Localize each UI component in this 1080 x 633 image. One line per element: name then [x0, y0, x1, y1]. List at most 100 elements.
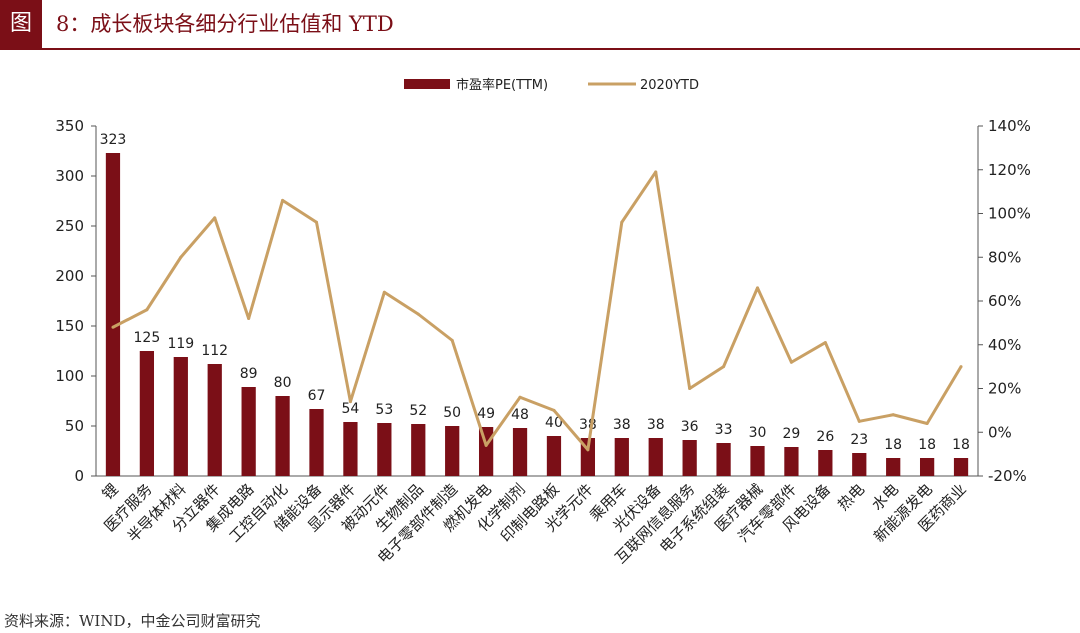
ytd-point: [823, 341, 827, 345]
bar-value-label: 38: [613, 417, 631, 433]
bar-value-label: 36: [681, 419, 699, 435]
bar-value-label: 33: [715, 422, 733, 438]
legend-swatch-bar: [404, 79, 450, 89]
ytd-point: [348, 400, 352, 404]
bar: [784, 447, 799, 476]
left-tick-label: 200: [55, 267, 84, 285]
ytd-point: [416, 312, 420, 316]
ytd-point: [586, 448, 590, 452]
ytd-point: [925, 422, 929, 425]
ytd-point: [179, 255, 183, 259]
ytd-point: [315, 220, 318, 224]
bar: [445, 426, 460, 476]
bar-value-label: 54: [342, 401, 360, 417]
ytd-point: [688, 387, 692, 390]
bar: [377, 423, 392, 476]
right-tick-label: 40%: [988, 336, 1021, 354]
right-tick-label: 60%: [988, 292, 1021, 310]
ytd-point: [382, 290, 386, 294]
bar: [852, 453, 867, 476]
bar: [173, 357, 188, 476]
bar-value-label: 80: [274, 375, 292, 391]
bar-value-label: 26: [816, 429, 834, 445]
right-tick-label: 120%: [988, 161, 1031, 179]
ytd-point: [484, 443, 488, 447]
bar: [512, 428, 528, 476]
ytd-point: [722, 365, 726, 369]
title-rule: [0, 48, 1080, 50]
ytd-point: [654, 170, 658, 174]
bar: [343, 422, 358, 476]
bar: [241, 387, 256, 476]
ytd-point: [518, 395, 522, 399]
bar: [953, 458, 969, 476]
ytd-point: [857, 419, 861, 423]
ytd-point: [247, 317, 251, 320]
bar-value-label: 23: [850, 432, 868, 448]
bar-value-label: 112: [201, 343, 228, 359]
right-tick-label: 140%: [988, 117, 1031, 135]
left-tick-label: 100: [55, 367, 84, 385]
ytd-point: [959, 365, 963, 369]
ytd-point: [145, 308, 149, 312]
bar-value-label: 29: [783, 426, 801, 442]
chart-title: 8：成长板块各细分行业估值和 YTD: [56, 12, 394, 36]
ytd-point: [111, 325, 115, 329]
bar: [546, 436, 562, 476]
left-tick-label: 300: [55, 167, 84, 185]
right-tick-label: 80%: [988, 248, 1021, 266]
bar-value-label: 18: [884, 437, 902, 453]
right-tick-label: -20%: [988, 467, 1027, 485]
category-label: 锂: [98, 480, 121, 503]
bar-value-label: 40: [545, 415, 563, 431]
ytd-point: [891, 413, 895, 417]
right-tick-label: 20%: [988, 380, 1021, 398]
bar-value-label: 125: [134, 330, 161, 346]
bar: [919, 458, 935, 476]
legend-label-ytd: 2020YTD: [640, 78, 699, 93]
ytd-point: [789, 360, 793, 364]
bar: [648, 438, 663, 476]
ytd-point: [213, 216, 217, 220]
bar: [139, 351, 155, 476]
left-tick-label: 150: [55, 317, 84, 335]
bar: [886, 458, 901, 476]
bar: [207, 364, 222, 476]
chart: 0 50 100 150 200 250 300 350 -20% 0% 20% 40% 60% 80% 1…: [55, 77, 1031, 567]
bar: [750, 446, 765, 476]
figure-tag: 图: [0, 0, 42, 48]
bar: [682, 440, 697, 476]
bar-value-label: 18: [952, 437, 970, 453]
bar-value-label: 89: [240, 366, 258, 382]
bar: [105, 153, 121, 476]
right-tick-label: 0%: [988, 423, 1012, 441]
left-tick-label: 250: [55, 217, 84, 235]
bar: [716, 443, 731, 476]
bar-value-label: 18: [918, 437, 936, 453]
bar-value-label: 38: [647, 417, 665, 433]
bar-value-label: 30: [749, 425, 767, 441]
bar-value-label: 119: [167, 336, 194, 352]
ytd-point: [620, 220, 624, 224]
bar-value-label: 67: [308, 388, 326, 404]
ytd-line: [112, 170, 963, 452]
ytd-point: [552, 408, 556, 412]
bar-value-label: 52: [409, 403, 427, 419]
left-tick-label: 0: [74, 467, 84, 485]
bar-value-label: 49: [477, 406, 495, 422]
bar: [309, 409, 324, 476]
bar: [411, 424, 426, 476]
bar-value-label: 38: [579, 417, 597, 433]
header: 图 8：成长板块各细分行业估值和 YTD: [0, 0, 1080, 48]
bar-value-label: 323: [100, 132, 127, 148]
bar-value-label: 53: [375, 402, 393, 418]
right-tick-label: 100%: [988, 205, 1031, 223]
ytd-point: [756, 286, 759, 290]
left-tick-label: 50: [65, 417, 84, 435]
bar-value-label: 48: [511, 407, 529, 423]
left-tick-label: 350: [55, 117, 84, 135]
source-note: 资料来源：WIND，中金公司财富研究: [4, 612, 261, 630]
bar: [275, 396, 290, 476]
bar-value-label: 50: [443, 405, 461, 421]
category-label: 热电: [834, 480, 868, 514]
